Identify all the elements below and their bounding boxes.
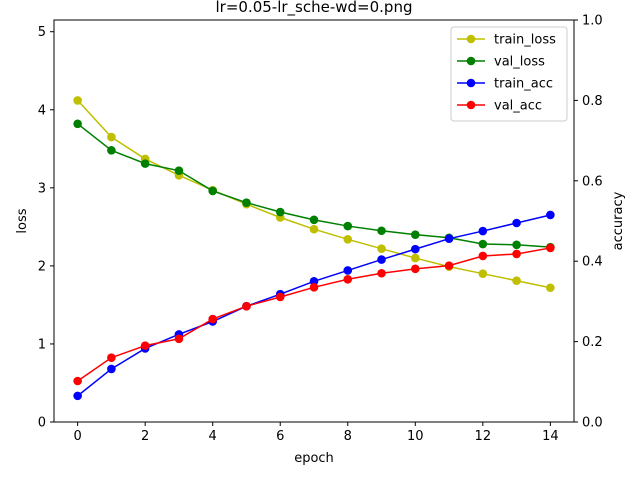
legend-label: train_loss	[494, 33, 556, 48]
data-point	[478, 269, 488, 278]
series-train_loss	[73, 96, 555, 293]
plot-frame	[53, 19, 575, 423]
legend-marker	[466, 78, 476, 88]
data-point	[73, 391, 82, 401]
x-axis-label: epoch	[294, 451, 334, 466]
data-point	[309, 277, 319, 286]
x-tick-label: 0	[73, 429, 81, 444]
legend-marker	[466, 34, 476, 44]
y-right-tick-label: 0.0	[582, 416, 603, 431]
data-point	[512, 240, 521, 250]
data-point	[512, 276, 521, 286]
data-point	[107, 132, 116, 142]
data-point	[343, 221, 353, 231]
data-point	[73, 119, 82, 129]
data-point	[478, 251, 488, 261]
y-right-tick-label: 0.8	[582, 94, 603, 109]
data-point	[309, 283, 319, 292]
data-point	[343, 274, 353, 284]
legend-marker	[466, 56, 476, 66]
x-tick-label: 2	[141, 429, 149, 444]
data-point	[546, 243, 555, 253]
data-point	[107, 364, 116, 374]
x-tick-label: 12	[475, 429, 492, 444]
legend-item-val_acc: val_acc	[457, 99, 542, 114]
data-point	[410, 264, 420, 274]
legend-box	[450, 26, 568, 122]
data-point	[546, 283, 555, 293]
data-point	[242, 301, 251, 311]
legend-label: val_acc	[494, 99, 542, 114]
y-right-tick-label: 1.0	[582, 14, 603, 29]
data-point	[512, 249, 521, 259]
legend-item-train_acc: train_acc	[457, 77, 553, 92]
chart-title: lr=0.05-lr_sche-wd=0.png	[216, 0, 413, 17]
data-point	[107, 146, 116, 155]
y-left-tick-label: 1	[38, 337, 46, 352]
y-right-tick-label: 0.2	[582, 335, 603, 350]
legend: train_loss val_loss train_acc val_acc	[450, 26, 568, 122]
legend-item-val_loss: val_loss	[457, 55, 545, 70]
series-line-train_loss	[77, 99, 551, 289]
data-point	[478, 239, 488, 249]
data-point	[242, 198, 251, 207]
data-point	[174, 166, 184, 175]
legend-marker	[466, 100, 476, 110]
data-point	[410, 230, 420, 239]
data-point	[73, 96, 82, 105]
data-point	[377, 268, 386, 278]
x-tick-label: 8	[344, 429, 352, 444]
x-tick-label: 10	[407, 429, 424, 444]
data-point	[410, 244, 420, 254]
data-point	[512, 218, 521, 228]
data-point	[208, 314, 218, 324]
data-point	[73, 376, 82, 386]
data-point	[377, 226, 386, 236]
series-val_acc	[73, 243, 555, 386]
data-point	[343, 235, 353, 244]
legend-label: val_loss	[494, 55, 545, 70]
series-lines	[73, 96, 555, 401]
series-line-val_acc	[77, 247, 551, 382]
y-left-tick-label: 4	[38, 103, 46, 118]
y-right-tick-label: 0.4	[582, 255, 603, 270]
data-point	[107, 353, 116, 362]
data-point	[343, 266, 353, 275]
data-point	[309, 224, 319, 234]
data-point	[174, 334, 184, 344]
data-point	[546, 210, 555, 220]
y-axis-left-label: loss	[15, 208, 30, 233]
y-left-tick-label: 0	[38, 416, 46, 431]
data-point	[140, 341, 150, 350]
legend-label: train_acc	[494, 77, 553, 92]
x-tick-label: 4	[209, 429, 217, 444]
data-point	[275, 292, 285, 302]
series-val_loss	[73, 119, 555, 252]
data-point	[478, 226, 488, 236]
data-point	[309, 215, 319, 225]
data-point	[140, 159, 150, 168]
data-point	[208, 186, 218, 196]
x-tick-label: 14	[542, 429, 559, 444]
data-point	[410, 253, 420, 263]
x-tick-label: 6	[276, 429, 284, 444]
data-point	[444, 261, 454, 270]
y-right-tick-label: 0.6	[582, 174, 603, 189]
series-train_acc	[73, 210, 555, 401]
data-point	[444, 234, 454, 243]
y-left-tick-label: 5	[38, 25, 46, 40]
data-point	[377, 255, 386, 264]
y-axis-right-label: accuracy	[611, 191, 626, 250]
data-point	[275, 207, 285, 217]
data-point	[377, 244, 386, 254]
y-left-tick-label: 3	[38, 181, 46, 196]
y-left-tick-label: 2	[38, 259, 46, 274]
legend-item-train_loss: train_loss	[457, 33, 556, 48]
